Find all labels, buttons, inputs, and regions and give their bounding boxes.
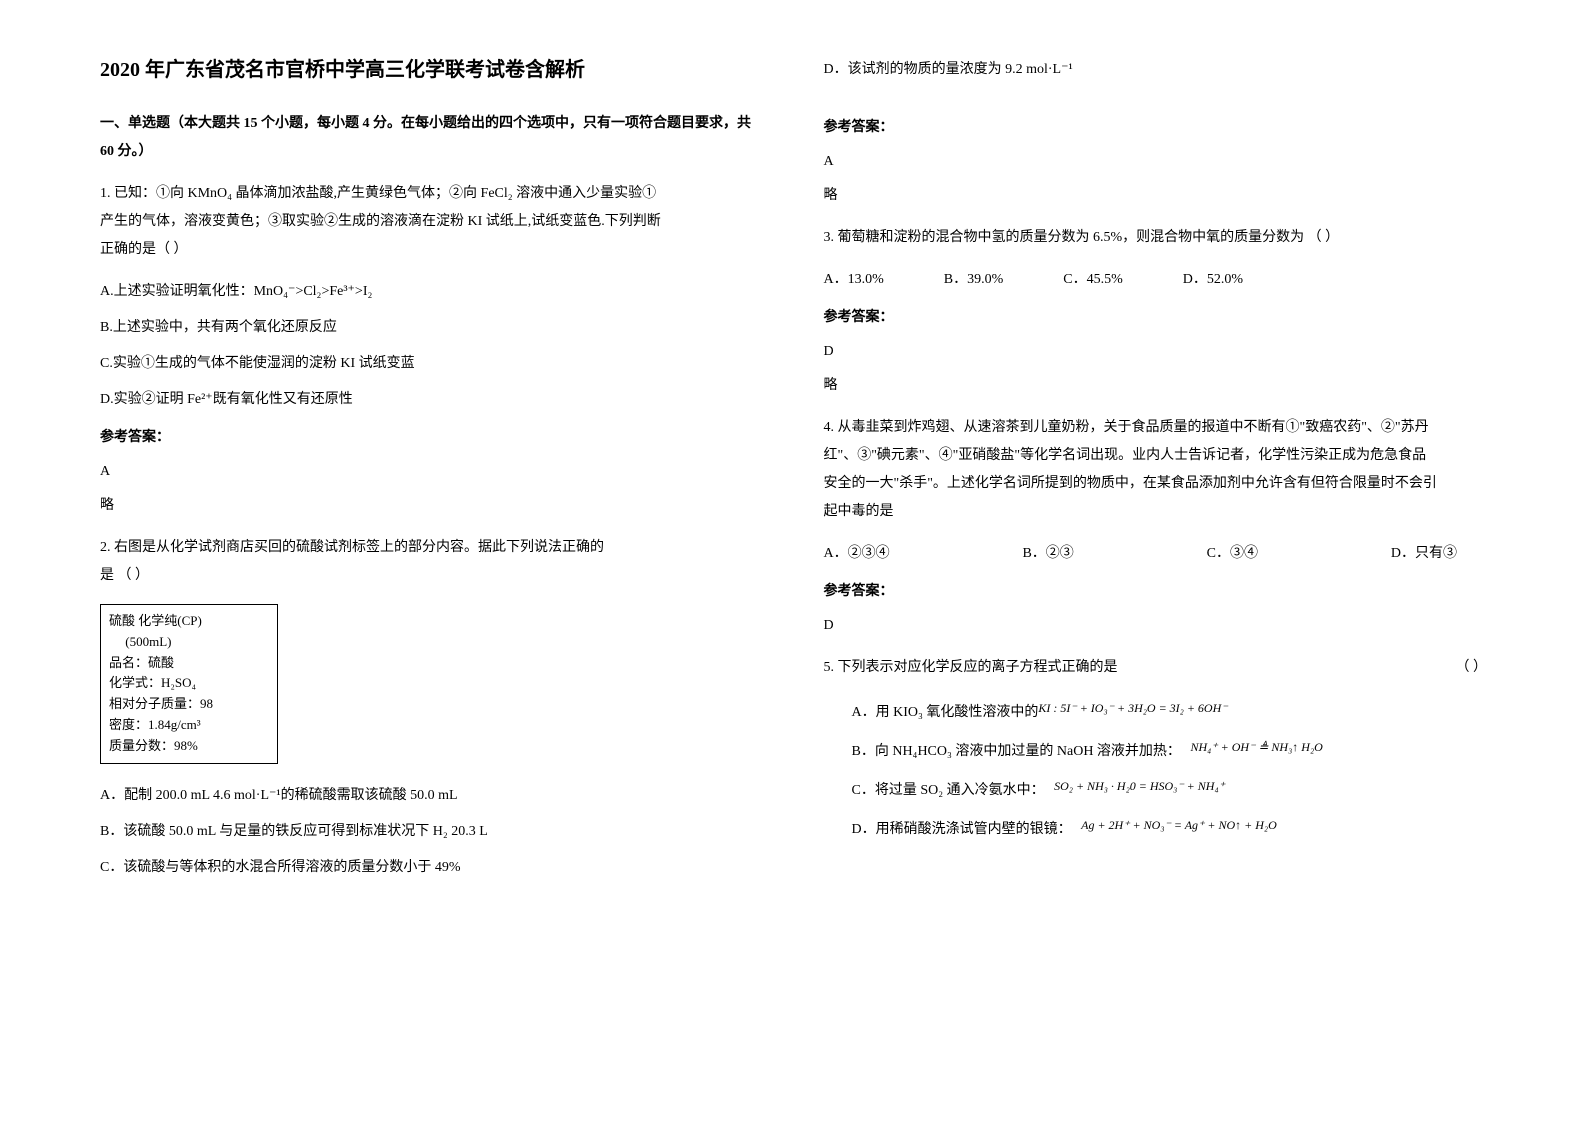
- question-4: 4. 从毒韭菜到炸鸡翅、从速溶茶到儿童奶粉，关于食品质量的报道中不断有①"致癌农…: [824, 414, 1488, 526]
- q3-extra: 略: [824, 372, 1488, 400]
- label-line: 化学式：H₂SO₄: [109, 673, 269, 694]
- question-1: 1. 已知：①向 KMnO₄ 晶体滴加浓盐酸,产生黄绿色气体；②向 FeCl₂ …: [100, 180, 764, 264]
- q1-option-b: B.上述实验中，共有两个氧化还原反应: [100, 314, 764, 342]
- q2-option-d: D．该试剂的物质的量浓度为 9.2 mol·L⁻¹: [824, 56, 1488, 84]
- q4-line: 安全的一大"杀手"。上述化学名词所提到的物质中，在某食品添加剂中允许含有但符合限…: [824, 470, 1488, 498]
- exam-title: 2020 年广东省茂名市官桥中学高三化学联考试卷含解析: [100, 50, 764, 90]
- question-2: 2. 右图是从化学试剂商店买回的硫酸试剂标签上的部分内容。据此下列说法正确的 是…: [100, 534, 764, 590]
- q1-stem-line: 1. 已知：①向 KMnO₄ 晶体滴加浓盐酸,产生黄绿色气体；②向 FeCl₂ …: [100, 180, 764, 208]
- q5-b-equation: NH₄⁺ + OH⁻ ≜ NH₃↑ H₂O: [1190, 740, 1322, 754]
- q2-extra: 略: [824, 182, 1488, 210]
- q2-answer: A: [824, 148, 1488, 176]
- q4-option-d: D．只有③: [1391, 540, 1457, 568]
- q1-stem-line: 产生的气体，溶液变黄色；③取实验②生成的溶液滴在淀粉 KI 试纸上,试纸变蓝色.…: [100, 208, 764, 236]
- section-1-heading: 一、单选题（本大题共 15 个小题，每小题 4 分。在每小题给出的四个选项中，只…: [100, 110, 764, 166]
- q5-stem: 5. 下列表示对应化学反应的离子方程式正确的是: [824, 660, 1118, 675]
- q3-options-row: A．13.0% B．39.0% C．45.5% D．52.0%: [824, 266, 1488, 294]
- q1-option-a: A.上述实验证明氧化性：MnO₄⁻>Cl₂>Fe³⁺>I₂: [100, 278, 764, 306]
- q4-options-row: A．②③④ B．②③ C．③④ D．只有③: [824, 540, 1488, 568]
- q2-stem-line: 是 （ ）: [100, 562, 764, 590]
- q3-option-d: D．52.0%: [1183, 266, 1243, 294]
- q3-answer-label: 参考答案：: [824, 304, 1488, 332]
- left-column: 2020 年广东省茂名市官桥中学高三化学联考试卷含解析 一、单选题（本大题共 1…: [100, 50, 764, 1072]
- q5-paren: （ ）: [1456, 654, 1488, 682]
- q3-answer: D: [824, 338, 1488, 366]
- q2-answer-label: 参考答案：: [824, 114, 1488, 142]
- q1-option-c: C.实验①生成的气体不能使湿润的淀粉 KI 试纸变蓝: [100, 350, 764, 378]
- q4-line: 起中毒的是: [824, 498, 1488, 526]
- q3-option-c: C．45.5%: [1063, 266, 1123, 294]
- q1-stem-line: 正确的是（ ）: [100, 236, 764, 264]
- q2-option-a: A．配制 200.0 mL 4.6 mol·L⁻¹的稀硫酸需取该硫酸 50.0 …: [100, 782, 764, 810]
- q5-option-a: A．用 KIO₃ 氧化酸性溶液中的KI : 5I⁻ + IO₃⁻ + 3H₂O …: [824, 696, 1488, 727]
- q4-option-a: A．②③④: [824, 540, 890, 568]
- q2-stem-line: 2. 右图是从化学试剂商店买回的硫酸试剂标签上的部分内容。据此下列说法正确的: [100, 534, 764, 562]
- right-column: D．该试剂的物质的量浓度为 9.2 mol·L⁻¹ 参考答案： A 略 3. 葡…: [824, 50, 1488, 1072]
- label-line: (500mL): [109, 632, 269, 653]
- label-line: 相对分子质量：98: [109, 694, 269, 715]
- q5-a-text: A．用 KIO₃ 氧化酸性溶液中的: [852, 705, 1039, 720]
- question-3-stem: 3. 葡萄糖和淀粉的混合物中氢的质量分数为 6.5%，则混合物中氧的质量分数为 …: [824, 224, 1488, 252]
- q5-a-equation: KI : 5I⁻ + IO₃⁻ + 3H₂O = 3I₂ + 6OH⁻: [1038, 701, 1227, 715]
- q3-option-b: B．39.0%: [944, 266, 1004, 294]
- q4-line: 红"、③"碘元素"、④"亚硝酸盐"等化学名词出现。业内人士告诉记者，化学性污染正…: [824, 442, 1488, 470]
- q1-answer: A: [100, 458, 764, 486]
- q5-option-b: B．向 NH₄HCO₃ 溶液中加过量的 NaOH 溶液并加热： NH₄⁺ + O…: [824, 735, 1488, 766]
- label-line: 密度：1.84g/cm³: [109, 715, 269, 736]
- q5-c-equation: SO₂ + NH₃ · H₂0 = HSO₃⁻ + NH₄⁺: [1054, 779, 1225, 793]
- label-line: 质量分数：98%: [109, 736, 269, 757]
- q5-option-c: C．将过量 SO₂ 通入冷氨水中： SO₂ + NH₃ · H₂0 = HSO₃…: [824, 774, 1488, 805]
- q4-option-b: B．②③: [1022, 540, 1073, 568]
- reagent-label-box: 硫酸 化学纯(CP) (500mL) 品名：硫酸 化学式：H₂SO₄ 相对分子质…: [100, 604, 278, 764]
- q2-option-c: C．该硫酸与等体积的水混合所得溶液的质量分数小于 49%: [100, 854, 764, 882]
- exam-page: 2020 年广东省茂名市官桥中学高三化学联考试卷含解析 一、单选题（本大题共 1…: [0, 0, 1587, 1122]
- question-5: 5. 下列表示对应化学反应的离子方程式正确的是 （ ）: [824, 654, 1488, 682]
- q5-c-text: C．将过量 SO₂ 通入冷氨水中：: [852, 783, 1045, 798]
- q3-option-a: A．13.0%: [824, 266, 884, 294]
- q4-answer-label: 参考答案：: [824, 578, 1488, 606]
- q4-answer: D: [824, 612, 1488, 640]
- q1-option-d: D.实验②证明 Fe²⁺既有氧化性又有还原性: [100, 386, 764, 414]
- q5-d-equation: Ag + 2H⁺ + NO₃⁻ = Ag⁺ + NO↑ + H₂O: [1081, 818, 1277, 832]
- q4-line: 4. 从毒韭菜到炸鸡翅、从速溶茶到儿童奶粉，关于食品质量的报道中不断有①"致癌农…: [824, 414, 1488, 442]
- q4-option-c: C．③④: [1207, 540, 1258, 568]
- q2-option-b: B．该硫酸 50.0 mL 与足量的铁反应可得到标准状况下 H₂ 20.3 L: [100, 818, 764, 846]
- q5-b-text: B．向 NH₄HCO₃ 溶液中加过量的 NaOH 溶液并加热：: [852, 744, 1181, 759]
- label-line: 品名：硫酸: [109, 653, 269, 674]
- q1-extra: 略: [100, 492, 764, 520]
- q5-option-d: D．用稀硝酸洗涤试管内壁的银镜： Ag + 2H⁺ + NO₃⁻ = Ag⁺ +…: [824, 813, 1488, 844]
- label-line: 硫酸 化学纯(CP): [109, 611, 269, 632]
- q1-answer-label: 参考答案：: [100, 424, 764, 452]
- q5-d-text: D．用稀硝酸洗涤试管内壁的银镜：: [852, 822, 1072, 837]
